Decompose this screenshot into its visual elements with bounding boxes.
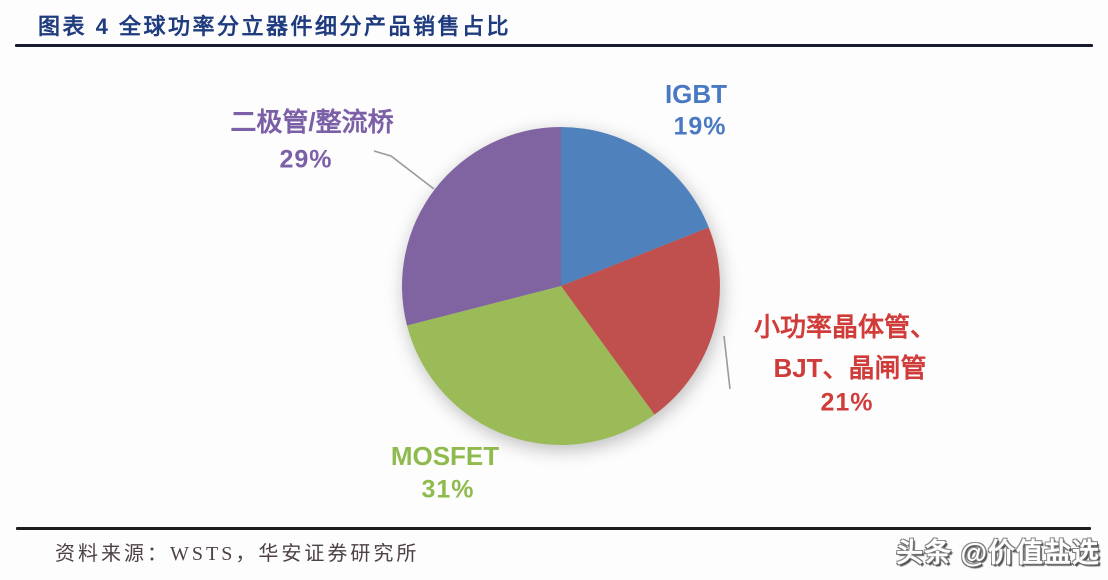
pie-slice-diode — [402, 127, 561, 326]
title-divider — [15, 44, 1093, 47]
source-note: 资料来源：WSTS，华安证券研究所 — [55, 543, 420, 565]
watermark-badge: 头条 @价值盐选 — [896, 538, 1100, 568]
pie-slice-bjt — [561, 227, 720, 415]
bottom-divider — [16, 527, 1091, 530]
figure-title: 图表 4 全球功率分立器件细分产品销售占比 — [38, 14, 511, 39]
callout-igbt-percent: 19% — [673, 112, 727, 141]
callout-mosfet-percent: 31% — [421, 475, 475, 504]
leader-line-bjt — [723, 335, 731, 390]
callout-bjt-label-line1: 小功率晶体管、 — [753, 312, 937, 342]
callout-diode-percent: 29% — [279, 145, 333, 174]
callout-bjt-label-line2: BJT、晶闸管 — [773, 353, 927, 383]
callout-igbt-label: IGBT — [664, 79, 728, 109]
pie-slice-mosfet — [407, 286, 655, 445]
leader-line-diode — [373, 150, 435, 190]
callout-bjt-percent: 21% — [820, 388, 874, 417]
pie-slice-igbt — [561, 127, 709, 286]
callout-mosfet-label: MOSFET — [390, 441, 500, 471]
callout-diode-label: 二极管/整流桥 — [230, 107, 394, 137]
